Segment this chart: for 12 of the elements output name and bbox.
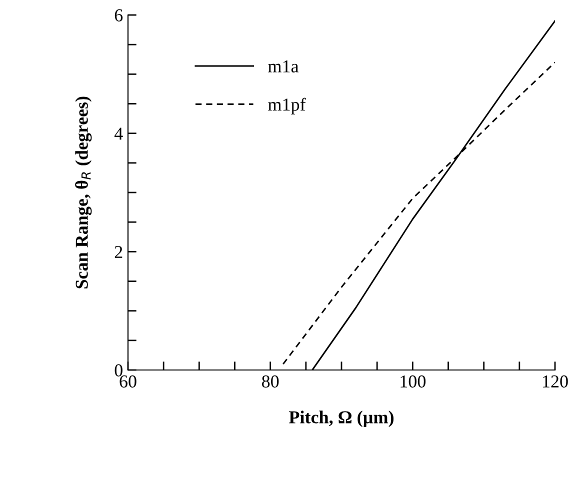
y-axis-title: Scan Range, θ$_{R}$ (degrees) (75, 96, 92, 288)
y-tick-label: 4 (114, 128, 123, 140)
x-tick-label: 80 (262, 375, 279, 388)
y-tick-label: 6 (114, 9, 123, 22)
x-tick-label: 120 (543, 375, 568, 388)
x-tick-label: 100 (400, 375, 426, 388)
x-tick-label: 60 (120, 375, 136, 388)
y-tick-label: 2 (114, 246, 122, 258)
legend-label: m1a (268, 60, 299, 72)
legend-label: m1pf (268, 98, 306, 114)
x-axis-title: Pitch, Ω (µm) (289, 410, 394, 428)
y-tick-label: 0 (114, 364, 122, 376)
